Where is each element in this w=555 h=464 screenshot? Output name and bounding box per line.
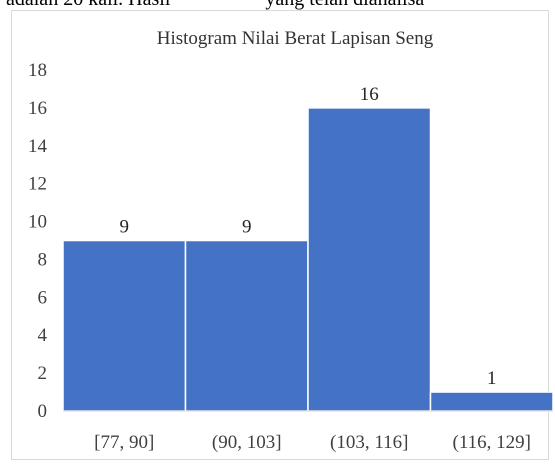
y-tick-label: 6 [38, 287, 48, 308]
y-axis-tick-labels: 0 2 4 6 8 10 12 14 16 18 [28, 60, 48, 422]
histogram-bar [307, 107, 432, 412]
y-tick-label: 2 [38, 363, 48, 384]
y-tick-label: 14 [28, 136, 48, 157]
y-tick-label: 8 [38, 249, 48, 270]
histogram-bar [429, 391, 554, 412]
x-tick-label: (90, 103] [212, 432, 282, 453]
y-tick-label: 18 [28, 60, 47, 81]
bar-data-label: 9 [120, 217, 130, 238]
y-tick-label: 0 [38, 401, 48, 422]
y-tick-label: 4 [38, 325, 48, 346]
bar-data-label: 16 [360, 84, 379, 105]
y-tick-label: 12 [28, 174, 47, 195]
bar-data-label: 1 [487, 368, 497, 389]
histogram-bar [184, 239, 309, 412]
y-tick-label: 16 [28, 98, 47, 119]
y-tick-label: 10 [28, 212, 47, 233]
x-tick-label: [77, 90] [94, 432, 154, 453]
x-tick-label: (116, 129] [453, 432, 531, 453]
histogram-bar [62, 239, 187, 412]
data-label-group: 9 9 16 1 [120, 84, 497, 389]
bar-data-label: 9 [242, 217, 252, 238]
x-tick-label: (103, 116] [330, 432, 408, 453]
chart-title: Histogram Nilai Berat Lapisan Seng [157, 28, 434, 49]
x-axis-tick-labels: [77, 90] (90, 103] (103, 116] (116, 129] [94, 432, 531, 453]
chart-frame [11, 10, 549, 460]
body-text-left: adalah 20 kali. Hasil [6, 0, 170, 11]
cropped-body-text: adalah 20 kali. Hasil yang telah dianali… [6, 0, 555, 11]
bar-group [62, 107, 554, 412]
body-text-right: yang telah dianalisa [265, 0, 424, 11]
